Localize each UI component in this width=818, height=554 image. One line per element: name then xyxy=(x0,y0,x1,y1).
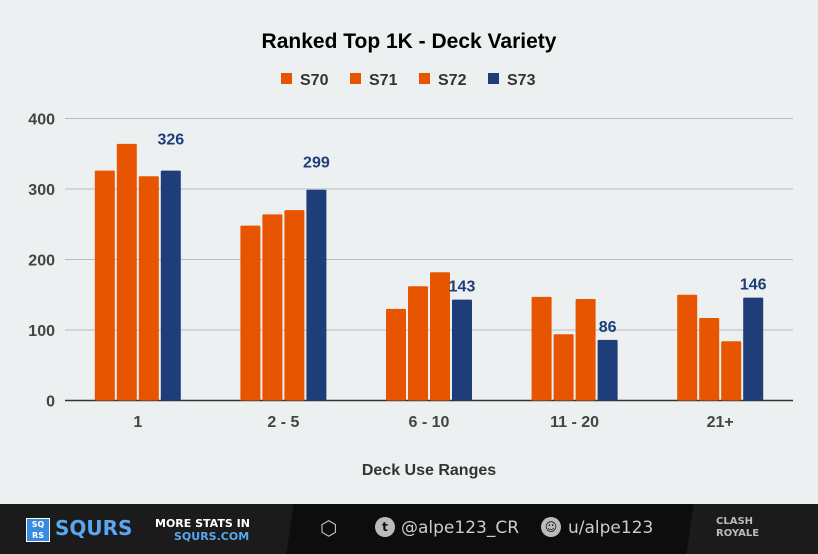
x-tick-label: 6 - 10 xyxy=(409,414,450,431)
data-label: 86 xyxy=(599,319,617,336)
bar-s72 xyxy=(430,272,450,401)
data-label: 299 xyxy=(303,155,330,172)
bar-s72 xyxy=(721,341,742,401)
y-tick-label: 0 xyxy=(46,394,55,411)
bar-s71 xyxy=(699,318,720,401)
y-tick-label: 400 xyxy=(28,112,55,129)
twitter-handle[interactable]: @alpe123_CR xyxy=(401,518,520,538)
bar-s70 xyxy=(386,308,406,401)
x-axis-label: Deck Use Ranges xyxy=(362,462,496,479)
twitter-icon: t xyxy=(375,517,395,537)
chart-title: Ranked Top 1K - Deck Variety xyxy=(262,30,557,53)
bar-s73 xyxy=(160,170,181,401)
y-tick-label: 300 xyxy=(28,182,55,199)
bar-s73 xyxy=(306,189,327,401)
data-label: 143 xyxy=(449,279,476,296)
x-tick-label: 11 - 20 xyxy=(550,414,599,431)
bar-s73 xyxy=(452,299,472,401)
creator-emblem-icon: ⬡ xyxy=(320,516,338,540)
bar-chart: Ranked Top 1K - Deck Variety S70 S71 S72 S7… xyxy=(28,30,793,479)
brand-name: SQURS xyxy=(55,516,133,540)
bar-s73 xyxy=(597,339,618,401)
y-tick-label: 100 xyxy=(28,323,55,340)
bar-s72 xyxy=(284,210,305,401)
reddit-icon: ☺ xyxy=(541,517,561,537)
data-label: 146 xyxy=(740,277,767,294)
legend-swatch xyxy=(350,73,361,84)
bar-s71 xyxy=(116,143,137,401)
legend-label: S70 xyxy=(300,72,329,89)
legend-swatch xyxy=(419,73,430,84)
legend-label: S73 xyxy=(507,72,536,89)
more-stats-text: MORE STATS IN xyxy=(155,517,250,530)
legend-label: S71 xyxy=(369,72,398,89)
x-tick-label: 2 - 5 xyxy=(267,414,299,431)
squrs-logo-icon: SQ RS xyxy=(26,518,50,542)
bar-s70 xyxy=(94,170,115,401)
bar-s71 xyxy=(553,334,574,401)
bar-s70 xyxy=(240,225,261,401)
bar-s73 xyxy=(743,297,764,401)
bar-s71 xyxy=(408,286,428,401)
legend-label: S72 xyxy=(438,72,467,89)
legend-swatch xyxy=(281,73,292,84)
clash-royale-logo: CLASH ROYALE xyxy=(716,516,760,539)
data-label: 326 xyxy=(157,132,184,149)
bar-s70 xyxy=(677,294,698,401)
bar-s70 xyxy=(531,296,552,401)
bar-s72 xyxy=(138,176,159,401)
y-tick-label: 200 xyxy=(28,253,55,270)
x-tick-label: 1 xyxy=(133,414,142,431)
footer: SQ RS SQURS MORE STATS IN SQURS.COM ⬡ t @… xyxy=(0,504,818,554)
bar-s72 xyxy=(575,298,596,401)
x-tick-label: 21+ xyxy=(707,414,734,431)
site-link[interactable]: SQURS.COM xyxy=(174,530,250,543)
reddit-handle[interactable]: u/alpe123 xyxy=(568,518,654,538)
legend-swatch xyxy=(488,73,499,84)
bar-s71 xyxy=(262,214,283,401)
